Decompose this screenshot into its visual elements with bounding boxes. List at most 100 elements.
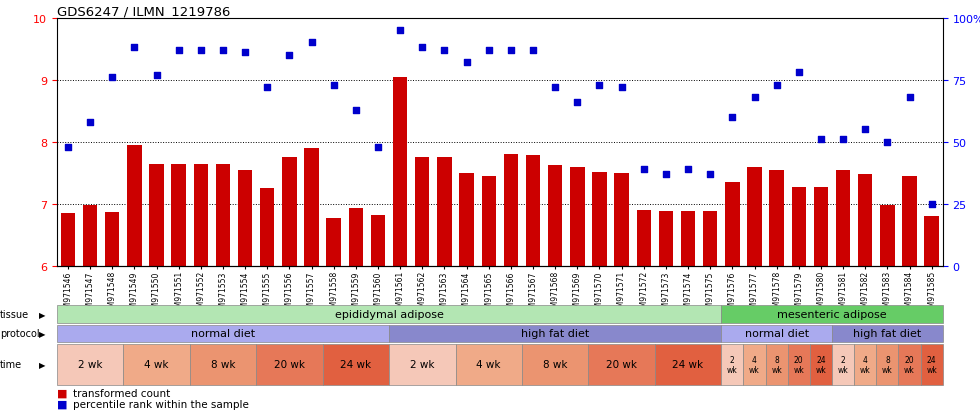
Text: high fat diet: high fat diet <box>521 328 589 339</box>
Point <box>149 72 165 79</box>
Bar <box>105 212 120 413</box>
Text: 4 wk: 4 wk <box>476 359 501 370</box>
Bar <box>725 183 740 413</box>
Text: 4
wk: 4 wk <box>859 355 870 374</box>
Point <box>569 100 585 106</box>
Text: normal diet: normal diet <box>191 328 255 339</box>
Text: 20
wk: 20 wk <box>905 355 915 374</box>
Point <box>216 47 231 54</box>
Point <box>835 137 851 143</box>
Bar <box>748 167 761 413</box>
Point <box>858 127 873 133</box>
Point <box>348 107 364 114</box>
Text: high fat diet: high fat diet <box>854 328 921 339</box>
Point <box>747 95 762 101</box>
Point <box>126 45 142 52</box>
Bar <box>460 173 473 413</box>
Bar <box>681 212 695 413</box>
Text: GDS6247 / ILMN_1219786: GDS6247 / ILMN_1219786 <box>57 5 230 18</box>
Point <box>636 166 652 173</box>
Point <box>60 144 75 151</box>
Point <box>880 139 896 146</box>
Text: ■: ■ <box>57 399 68 409</box>
Bar <box>326 218 341 413</box>
Text: time: time <box>0 359 23 370</box>
Point <box>768 82 784 89</box>
Point <box>592 82 608 89</box>
Text: 24
wk: 24 wk <box>926 355 937 374</box>
Text: protocol: protocol <box>0 328 39 339</box>
Text: 24
wk: 24 wk <box>815 355 826 374</box>
Point <box>503 47 518 54</box>
Point <box>82 119 98 126</box>
Bar <box>659 212 673 413</box>
Bar <box>370 216 385 413</box>
Bar <box>305 149 318 413</box>
Bar <box>769 170 784 413</box>
Point <box>703 171 718 178</box>
Bar <box>437 158 452 413</box>
Text: ▶: ▶ <box>39 310 46 319</box>
Bar <box>416 158 429 413</box>
Point <box>193 47 209 54</box>
Bar <box>238 170 252 413</box>
Text: 2 wk: 2 wk <box>410 359 434 370</box>
Point <box>791 70 807 76</box>
Bar <box>703 212 717 413</box>
Point <box>415 45 430 52</box>
Point <box>392 28 408 34</box>
Text: 2 wk: 2 wk <box>77 359 102 370</box>
Bar <box>260 189 274 413</box>
Point <box>437 47 453 54</box>
Bar <box>637 211 651 413</box>
Point <box>304 40 319 47</box>
Bar <box>548 166 563 413</box>
Bar <box>216 164 230 413</box>
Bar <box>83 206 97 413</box>
Text: 8 wk: 8 wk <box>211 359 235 370</box>
Point <box>459 60 474 66</box>
Text: 24 wk: 24 wk <box>672 359 704 370</box>
Text: 8 wk: 8 wk <box>543 359 567 370</box>
Text: ▶: ▶ <box>39 360 46 369</box>
Bar <box>172 164 186 413</box>
Bar <box>924 217 939 413</box>
Bar <box>526 156 540 413</box>
Bar <box>149 164 164 413</box>
Text: 20 wk: 20 wk <box>273 359 305 370</box>
Point <box>325 82 342 89</box>
Point <box>281 52 297 59</box>
Text: epididymal adipose: epididymal adipose <box>334 309 444 319</box>
Point <box>680 166 696 173</box>
Text: percentile rank within the sample: percentile rank within the sample <box>73 399 248 409</box>
Text: 4 wk: 4 wk <box>144 359 169 370</box>
Text: 2
wk: 2 wk <box>727 355 738 374</box>
Point <box>924 201 940 208</box>
Bar <box>481 177 496 413</box>
Text: ■: ■ <box>57 388 68 398</box>
Text: 4
wk: 4 wk <box>749 355 760 374</box>
Bar <box>592 172 607 413</box>
Text: 8
wk: 8 wk <box>771 355 782 374</box>
Point <box>481 47 497 54</box>
Bar <box>194 164 208 413</box>
Bar <box>349 209 363 413</box>
Point <box>813 137 829 143</box>
Text: 8
wk: 8 wk <box>882 355 893 374</box>
Point <box>237 50 253 57</box>
Text: 24 wk: 24 wk <box>340 359 371 370</box>
Bar <box>61 214 75 413</box>
Text: 2
wk: 2 wk <box>838 355 849 374</box>
Point <box>547 85 563 91</box>
Text: transformed count: transformed count <box>73 388 170 398</box>
Text: ▶: ▶ <box>39 329 46 338</box>
Bar <box>282 158 297 413</box>
Bar <box>393 77 408 413</box>
Point <box>724 114 740 121</box>
Point <box>659 171 674 178</box>
Text: tissue: tissue <box>0 309 29 319</box>
Text: 20 wk: 20 wk <box>606 359 637 370</box>
Point <box>260 85 275 91</box>
Bar <box>858 175 872 413</box>
Text: 20
wk: 20 wk <box>794 355 805 374</box>
